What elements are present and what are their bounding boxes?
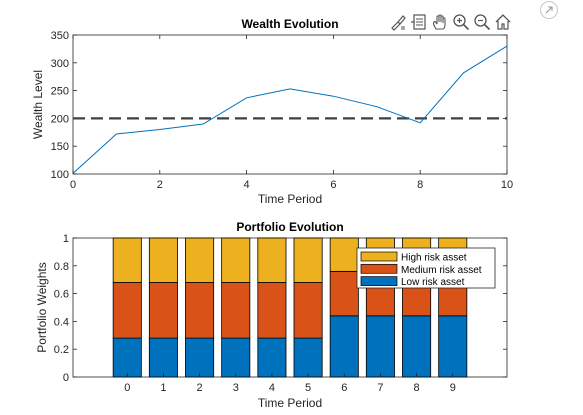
pan-hand-icon <box>433 14 446 30</box>
portfolio-xtick-label: 1 <box>160 382 166 394</box>
bar-medium-risk <box>221 282 251 339</box>
portfolio-xtick-label: 6 <box>341 382 347 394</box>
bar-low-risk <box>293 337 323 378</box>
portfolio-ytick-label: 0.8 <box>54 261 69 273</box>
bar-low-risk <box>185 337 215 378</box>
bar-medium-risk <box>185 282 215 339</box>
portfolio-xtick-label: 0 <box>124 382 130 394</box>
bar-high-risk <box>112 237 142 283</box>
wealth-xtick-label: 8 <box>417 179 423 191</box>
zoom-in-button[interactable] <box>451 12 471 32</box>
bar-medium-risk <box>148 282 178 339</box>
bar-low-risk <box>438 315 468 378</box>
bar-medium-risk <box>112 282 142 339</box>
brush-button[interactable] <box>388 12 408 32</box>
zoom-in-icon <box>453 14 470 31</box>
bar-low-risk <box>112 337 142 378</box>
portfolio-xtick-label: 3 <box>233 382 239 394</box>
bar-high-risk <box>148 237 178 283</box>
wealth-x-axis-label: Time Period <box>258 192 322 206</box>
wealth-ytick-label: 300 <box>51 58 69 70</box>
portfolio-xtick-label: 4 <box>269 382 275 394</box>
bar-low-risk <box>148 337 178 378</box>
wealth-ytick-label: 150 <box>51 141 69 153</box>
legend-entry-label: High risk asset <box>401 253 467 264</box>
portfolio-y-axis-label: Portfolio Weights <box>35 262 49 353</box>
portfolio-xtick-label: 2 <box>197 382 203 394</box>
wealth-ytick-label: 100 <box>51 169 69 181</box>
wealth-xtick-label: 10 <box>501 179 513 191</box>
brush-icon <box>391 15 406 31</box>
portfolio-ytick-label: 0 <box>63 372 69 384</box>
wealth-axes-box <box>72 34 508 175</box>
wealth-y-axis-label: Wealth Level <box>31 70 45 139</box>
axes-toolbar <box>388 12 513 32</box>
portfolio-x-axis-label: Time Period <box>258 396 322 410</box>
datatip-button[interactable] <box>409 12 429 32</box>
bar-high-risk <box>257 237 287 283</box>
wealth-xtick-label: 4 <box>244 179 250 191</box>
home-button[interactable] <box>493 12 513 32</box>
zoom-out-button[interactable] <box>472 12 492 32</box>
portfolio-xtick-label: 8 <box>414 382 420 394</box>
zoom-out-icon <box>474 14 491 31</box>
bar-high-risk <box>293 237 323 283</box>
portfolio-xtick-label: 9 <box>450 382 456 394</box>
bar-low-risk <box>402 315 432 378</box>
bar-medium-risk <box>329 270 359 317</box>
portfolio-ytick-label: 1 <box>63 233 69 245</box>
portfolio-ytick-label: 0.4 <box>54 316 69 328</box>
datatip-icon <box>411 14 426 30</box>
wealth-xtick-label: 2 <box>157 179 163 191</box>
legend-entry-label: Medium risk asset <box>401 265 482 276</box>
portfolio-xtick-label: 5 <box>305 382 311 394</box>
portfolio-ytick-label: 0.2 <box>54 344 69 356</box>
expand-figure-button[interactable] <box>540 1 558 19</box>
bar-high-risk <box>221 237 251 283</box>
bar-low-risk <box>365 315 395 378</box>
legend-entry-label: Low risk asset <box>401 277 465 288</box>
bar-low-risk <box>221 337 251 378</box>
portfolio-ytick-label: 0.6 <box>54 289 69 301</box>
wealth-ytick-label: 250 <box>51 86 69 98</box>
wealth-ytick-label: 200 <box>51 113 69 125</box>
legend-swatch <box>360 276 398 286</box>
bar-medium-risk <box>293 282 323 339</box>
portfolio-chart-title: Portfolio Evolution <box>236 220 343 234</box>
pan-button[interactable] <box>430 12 450 32</box>
home-icon <box>495 14 511 30</box>
wealth-ytick-label: 350 <box>51 30 69 42</box>
bar-high-risk <box>185 237 215 283</box>
wealth-xtick-label: 0 <box>70 179 76 191</box>
bar-medium-risk <box>257 282 287 339</box>
legend-swatch <box>360 263 398 274</box>
portfolio-xtick-label: 7 <box>377 382 383 394</box>
wealth-series-line <box>72 45 508 174</box>
bar-low-risk <box>329 315 359 378</box>
bar-high-risk <box>329 237 359 272</box>
expand-arrow-icon <box>545 6 553 14</box>
bar-low-risk <box>257 337 287 378</box>
wealth-chart-title: Wealth Evolution <box>241 17 338 31</box>
wealth-xtick-label: 6 <box>330 179 336 191</box>
legend-swatch <box>360 251 398 262</box>
